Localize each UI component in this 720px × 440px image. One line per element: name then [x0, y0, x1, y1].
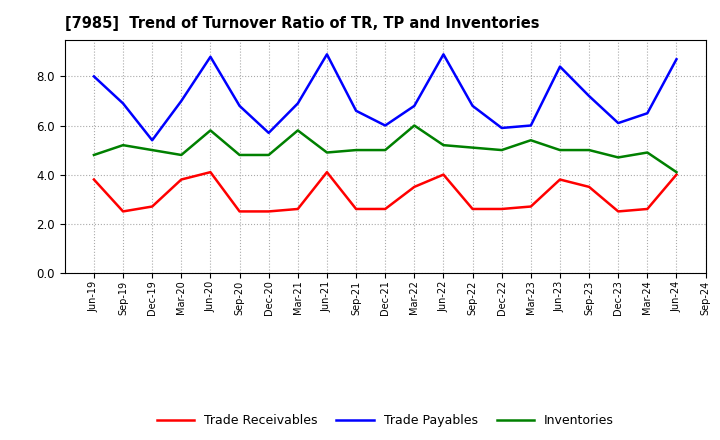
Trade Payables	[410, 103, 418, 109]
Trade Receivables	[235, 209, 244, 214]
Trade Receivables	[119, 209, 127, 214]
Trade Receivables	[585, 184, 593, 190]
Inventories	[323, 150, 331, 155]
Trade Payables	[381, 123, 390, 128]
Trade Receivables	[352, 206, 361, 212]
Inventories	[206, 128, 215, 133]
Trade Receivables	[381, 206, 390, 212]
Trade Payables	[119, 101, 127, 106]
Trade Payables	[206, 54, 215, 59]
Trade Payables	[498, 125, 506, 131]
Line: Inventories: Inventories	[94, 125, 677, 172]
Inventories	[468, 145, 477, 150]
Trade Receivables	[89, 177, 98, 182]
Trade Payables	[323, 51, 331, 57]
Trade Receivables	[468, 206, 477, 212]
Inventories	[526, 138, 535, 143]
Inventories	[235, 152, 244, 158]
Trade Receivables	[410, 184, 418, 190]
Inventories	[294, 128, 302, 133]
Trade Payables	[643, 110, 652, 116]
Trade Receivables	[498, 206, 506, 212]
Inventories	[643, 150, 652, 155]
Trade Payables	[294, 101, 302, 106]
Text: [7985]  Trend of Turnover Ratio of TR, TP and Inventories: [7985] Trend of Turnover Ratio of TR, TP…	[65, 16, 539, 32]
Inventories	[672, 169, 681, 175]
Trade Receivables	[294, 206, 302, 212]
Trade Payables	[585, 93, 593, 99]
Inventories	[119, 143, 127, 148]
Inventories	[352, 147, 361, 153]
Inventories	[410, 123, 418, 128]
Trade Receivables	[264, 209, 273, 214]
Trade Receivables	[206, 169, 215, 175]
Trade Payables	[235, 103, 244, 109]
Trade Payables	[526, 123, 535, 128]
Trade Payables	[89, 74, 98, 79]
Inventories	[381, 147, 390, 153]
Trade Receivables	[177, 177, 186, 182]
Trade Payables	[264, 130, 273, 136]
Inventories	[89, 152, 98, 158]
Trade Payables	[614, 121, 623, 126]
Inventories	[264, 152, 273, 158]
Inventories	[614, 155, 623, 160]
Trade Receivables	[614, 209, 623, 214]
Inventories	[439, 143, 448, 148]
Line: Trade Payables: Trade Payables	[94, 54, 677, 140]
Inventories	[585, 147, 593, 153]
Trade Receivables	[526, 204, 535, 209]
Trade Payables	[177, 98, 186, 103]
Trade Payables	[556, 64, 564, 69]
Trade Payables	[468, 103, 477, 109]
Trade Receivables	[439, 172, 448, 177]
Trade Payables	[352, 108, 361, 114]
Trade Receivables	[672, 172, 681, 177]
Trade Payables	[672, 57, 681, 62]
Trade Receivables	[323, 169, 331, 175]
Trade Payables	[439, 51, 448, 57]
Trade Payables	[148, 138, 156, 143]
Inventories	[556, 147, 564, 153]
Trade Receivables	[556, 177, 564, 182]
Line: Trade Receivables: Trade Receivables	[94, 172, 677, 212]
Inventories	[498, 147, 506, 153]
Legend: Trade Receivables, Trade Payables, Inventories: Trade Receivables, Trade Payables, Inven…	[156, 414, 614, 427]
Inventories	[148, 147, 156, 153]
Inventories	[177, 152, 186, 158]
Trade Receivables	[643, 206, 652, 212]
Trade Receivables	[148, 204, 156, 209]
